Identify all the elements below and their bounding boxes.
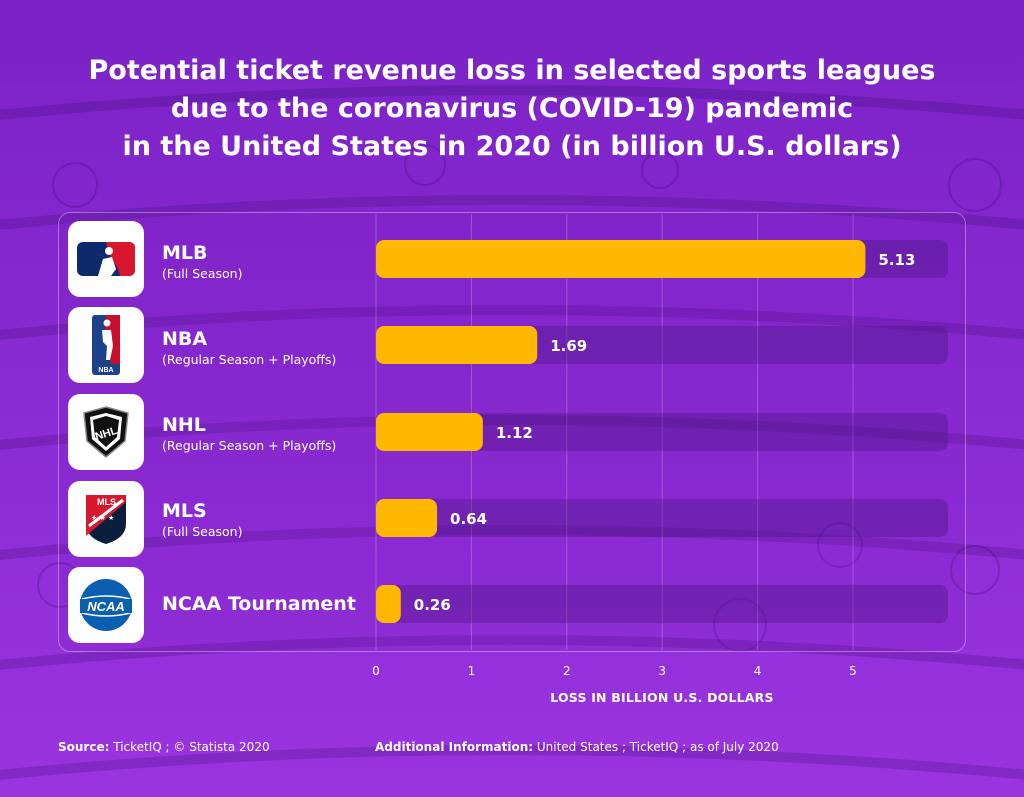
ncaa-logo-icon: NCAA xyxy=(80,579,132,631)
nhl-logo-box: NHL xyxy=(68,394,144,470)
value-label: 0.64 xyxy=(450,510,487,528)
bar-ncaa-tournament xyxy=(376,585,401,623)
source-text: TicketIQ ; © Statista 2020 xyxy=(113,740,270,754)
bar-nba xyxy=(376,326,538,364)
value-label: 1.69 xyxy=(550,337,587,355)
info-label: Additional Information: xyxy=(375,740,534,754)
mls-logo-box: MLS ★ ★ ★ xyxy=(68,481,144,557)
nhl-logo-icon: NHL xyxy=(83,406,129,458)
additional-info-note: Additional Information: United States ; … xyxy=(375,740,779,754)
league-label-nhl: NHL (Regular Season + Playoffs) xyxy=(162,413,336,455)
nba-logo-icon: NBA xyxy=(92,315,120,375)
league-season: (Regular Season + Playoffs) xyxy=(162,438,337,453)
value-label: 1.12 xyxy=(496,424,533,442)
league-label-mlb: MLB (Full Season) xyxy=(162,241,242,283)
nba-logo-box: NBA xyxy=(68,307,144,383)
chart-panel xyxy=(58,212,966,652)
league-label-mls: MLS (Full Season) xyxy=(162,499,242,541)
info-text: United States ; TicketIQ ; as of July 20… xyxy=(536,740,779,754)
ncaa-logo-box: NCAA xyxy=(68,567,144,643)
value-label: 0.26 xyxy=(414,596,451,614)
bar-track xyxy=(376,585,948,623)
source-label: Source: xyxy=(58,740,110,754)
league-label-nba: NBA (Regular Season + Playoffs) xyxy=(162,327,336,369)
mlb-logo-box xyxy=(68,221,144,297)
bar-mls xyxy=(376,499,438,537)
league-name: NCAA Tournament xyxy=(162,593,356,615)
svg-text:MLS: MLS xyxy=(97,497,116,507)
svg-text:NCAA: NCAA xyxy=(87,599,125,614)
bar-nhl xyxy=(376,413,483,451)
league-name: NBA xyxy=(162,328,208,350)
league-season: (Full Season) xyxy=(162,524,243,539)
x-axis-label: LOSS IN BILLION U.S. DOLLARS xyxy=(550,690,774,705)
league-season: (Regular Season + Playoffs) xyxy=(162,352,337,367)
source-note: Source: TicketIQ ; © Statista 2020 xyxy=(58,740,270,754)
value-label: 5.13 xyxy=(878,251,915,269)
svg-text:★ ★ ★: ★ ★ ★ xyxy=(91,514,114,522)
league-label-ncaa: NCAA Tournament xyxy=(162,592,356,616)
tick-label: 0 xyxy=(372,664,380,678)
league-name: MLB xyxy=(162,242,208,264)
tick-label: 5 xyxy=(849,664,857,678)
mlb-logo-icon xyxy=(77,242,135,276)
mls-logo-icon: MLS ★ ★ ★ xyxy=(86,495,126,544)
tick-label: 3 xyxy=(658,664,666,678)
tick-label: 4 xyxy=(754,664,762,678)
league-season: (Full Season) xyxy=(162,266,243,281)
title-line-2: due to the coronavirus (COVID-19) pandem… xyxy=(170,93,854,124)
bar-track xyxy=(376,413,948,451)
svg-text:NBA: NBA xyxy=(98,367,113,374)
title-line-3: in the United States in 2020 (in billion… xyxy=(122,131,902,162)
bar-mlb xyxy=(376,240,866,278)
league-name: NHL xyxy=(162,414,206,436)
tick-label: 2 xyxy=(563,664,571,678)
league-name: MLS xyxy=(162,500,207,522)
bar-track xyxy=(376,499,948,537)
title-line-1: Potential ticket revenue loss in selecte… xyxy=(88,55,936,86)
chart-title: Potential ticket revenue loss in selecte… xyxy=(60,52,964,166)
tick-label: 1 xyxy=(468,664,476,678)
